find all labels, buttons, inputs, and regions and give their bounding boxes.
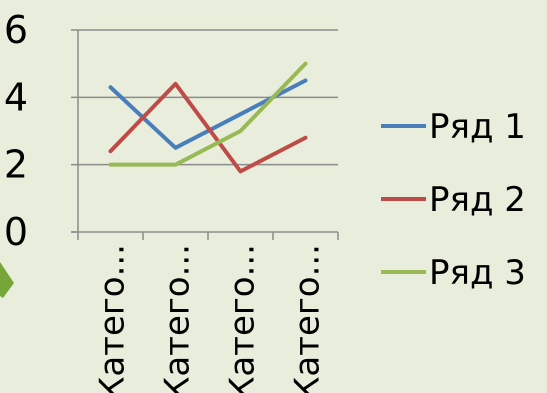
x-tick-label: Катего... [93,244,133,393]
legend-label: Ряд 1 [429,107,526,147]
legend-item: Ряд 3 [381,253,526,293]
decorative-green-arrow-left [0,262,14,298]
y-tick-label: 0 [4,210,28,254]
series-line-3 [108,61,308,167]
y-tick-label: 6 [4,8,28,52]
series-line-1 [108,78,308,150]
y-tick-label: 2 [4,143,28,187]
x-tick-label: Катего... [288,244,328,393]
series-line-2 [108,81,308,174]
series-lines [108,61,308,174]
tick-labels: 0 2 4 6 Катего... Катего... Катего... Катего... [4,8,328,393]
y-tick-label: 4 [4,75,28,119]
x-tick-label: Катего... [158,244,198,393]
x-tick-label: Катего... [223,244,263,393]
legend-item: Ряд 2 [381,180,526,220]
legend-item: Ряд 1 [381,107,526,147]
axes [71,29,339,240]
legend-label: Ряд 2 [429,180,526,220]
legend: Ряд 1 Ряд 2 Ряд 3 [381,107,526,293]
legend-label: Ряд 3 [429,253,526,293]
